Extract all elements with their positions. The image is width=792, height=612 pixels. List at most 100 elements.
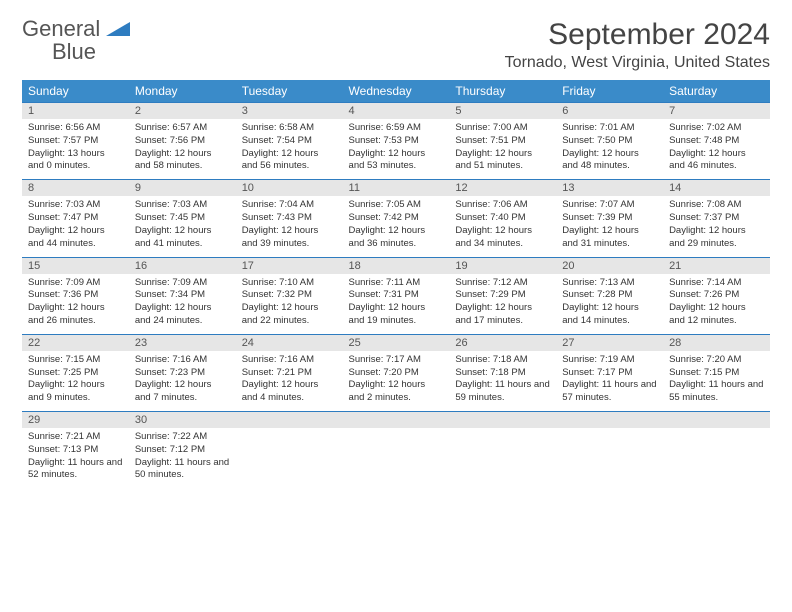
calendar-cell: 2Sunrise: 6:57 AMSunset: 7:56 PMDaylight… bbox=[129, 103, 236, 180]
calendar-cell: 16Sunrise: 7:09 AMSunset: 7:34 PMDayligh… bbox=[129, 257, 236, 334]
calendar-cell: 9Sunrise: 7:03 AMSunset: 7:45 PMDaylight… bbox=[129, 180, 236, 257]
day-number-empty bbox=[663, 412, 770, 428]
sunrise-text: Sunrise: 7:09 AM bbox=[28, 277, 123, 290]
day-header: Thursday bbox=[449, 80, 556, 103]
day-body: Sunrise: 6:57 AMSunset: 7:56 PMDaylight:… bbox=[129, 119, 236, 179]
calendar-body: 1Sunrise: 6:56 AMSunset: 7:57 PMDaylight… bbox=[22, 103, 770, 489]
daylight-text: Daylight: 11 hours and 50 minutes. bbox=[135, 457, 230, 483]
day-number: 6 bbox=[556, 103, 663, 119]
sunset-text: Sunset: 7:20 PM bbox=[349, 367, 444, 380]
day-number: 27 bbox=[556, 335, 663, 351]
daylight-text: Daylight: 12 hours and 9 minutes. bbox=[28, 379, 123, 405]
daylight-text: Daylight: 11 hours and 57 minutes. bbox=[562, 379, 657, 405]
sunrise-text: Sunrise: 7:03 AM bbox=[135, 199, 230, 212]
daylight-text: Daylight: 12 hours and 12 minutes. bbox=[669, 302, 764, 328]
sunrise-text: Sunrise: 7:21 AM bbox=[28, 431, 123, 444]
day-header: Wednesday bbox=[343, 80, 450, 103]
day-number: 5 bbox=[449, 103, 556, 119]
sunset-text: Sunset: 7:25 PM bbox=[28, 367, 123, 380]
sunset-text: Sunset: 7:31 PM bbox=[349, 289, 444, 302]
sunset-text: Sunset: 7:53 PM bbox=[349, 135, 444, 148]
calendar-cell bbox=[449, 412, 556, 489]
day-body: Sunrise: 7:15 AMSunset: 7:25 PMDaylight:… bbox=[22, 351, 129, 411]
daylight-text: Daylight: 12 hours and 22 minutes. bbox=[242, 302, 337, 328]
day-body: Sunrise: 7:07 AMSunset: 7:39 PMDaylight:… bbox=[556, 196, 663, 256]
sunrise-text: Sunrise: 7:04 AM bbox=[242, 199, 337, 212]
logo-text-2: Blue bbox=[52, 39, 96, 64]
sunset-text: Sunset: 7:32 PM bbox=[242, 289, 337, 302]
day-body-empty bbox=[663, 428, 770, 486]
daylight-text: Daylight: 12 hours and 58 minutes. bbox=[135, 148, 230, 174]
sunset-text: Sunset: 7:29 PM bbox=[455, 289, 550, 302]
daylight-text: Daylight: 12 hours and 19 minutes. bbox=[349, 302, 444, 328]
day-number: 24 bbox=[236, 335, 343, 351]
sunrise-text: Sunrise: 6:56 AM bbox=[28, 122, 123, 135]
day-number: 10 bbox=[236, 180, 343, 196]
daylight-text: Daylight: 11 hours and 52 minutes. bbox=[28, 457, 123, 483]
day-number: 2 bbox=[129, 103, 236, 119]
calendar-cell: 27Sunrise: 7:19 AMSunset: 7:17 PMDayligh… bbox=[556, 334, 663, 411]
day-body: Sunrise: 7:01 AMSunset: 7:50 PMDaylight:… bbox=[556, 119, 663, 179]
sunrise-text: Sunrise: 7:11 AM bbox=[349, 277, 444, 290]
day-number-empty bbox=[343, 412, 450, 428]
day-body: Sunrise: 6:56 AMSunset: 7:57 PMDaylight:… bbox=[22, 119, 129, 179]
day-number: 30 bbox=[129, 412, 236, 428]
daylight-text: Daylight: 12 hours and 39 minutes. bbox=[242, 225, 337, 251]
day-body: Sunrise: 6:58 AMSunset: 7:54 PMDaylight:… bbox=[236, 119, 343, 179]
sunset-text: Sunset: 7:28 PM bbox=[562, 289, 657, 302]
sunrise-text: Sunrise: 7:18 AM bbox=[455, 354, 550, 367]
calendar-cell: 3Sunrise: 6:58 AMSunset: 7:54 PMDaylight… bbox=[236, 103, 343, 180]
sunset-text: Sunset: 7:42 PM bbox=[349, 212, 444, 225]
sunrise-text: Sunrise: 7:13 AM bbox=[562, 277, 657, 290]
calendar-cell: 7Sunrise: 7:02 AMSunset: 7:48 PMDaylight… bbox=[663, 103, 770, 180]
sunrise-text: Sunrise: 7:03 AM bbox=[28, 199, 123, 212]
day-number: 13 bbox=[556, 180, 663, 196]
day-body-empty bbox=[236, 428, 343, 486]
day-body: Sunrise: 7:18 AMSunset: 7:18 PMDaylight:… bbox=[449, 351, 556, 411]
daylight-text: Daylight: 12 hours and 14 minutes. bbox=[562, 302, 657, 328]
day-number: 3 bbox=[236, 103, 343, 119]
day-number: 9 bbox=[129, 180, 236, 196]
day-number: 15 bbox=[22, 258, 129, 274]
sunrise-text: Sunrise: 7:17 AM bbox=[349, 354, 444, 367]
day-number: 12 bbox=[449, 180, 556, 196]
day-number: 14 bbox=[663, 180, 770, 196]
daylight-text: Daylight: 12 hours and 36 minutes. bbox=[349, 225, 444, 251]
sunset-text: Sunset: 7:18 PM bbox=[455, 367, 550, 380]
sunrise-text: Sunrise: 7:08 AM bbox=[669, 199, 764, 212]
day-number: 16 bbox=[129, 258, 236, 274]
daylight-text: Daylight: 12 hours and 17 minutes. bbox=[455, 302, 550, 328]
calendar-cell bbox=[556, 412, 663, 489]
sunrise-text: Sunrise: 7:16 AM bbox=[135, 354, 230, 367]
sunrise-text: Sunrise: 7:16 AM bbox=[242, 354, 337, 367]
sunrise-text: Sunrise: 7:15 AM bbox=[28, 354, 123, 367]
day-body: Sunrise: 7:02 AMSunset: 7:48 PMDaylight:… bbox=[663, 119, 770, 179]
day-number: 8 bbox=[22, 180, 129, 196]
day-body: Sunrise: 7:21 AMSunset: 7:13 PMDaylight:… bbox=[22, 428, 129, 488]
daylight-text: Daylight: 12 hours and 31 minutes. bbox=[562, 225, 657, 251]
sunset-text: Sunset: 7:57 PM bbox=[28, 135, 123, 148]
day-body: Sunrise: 7:16 AMSunset: 7:23 PMDaylight:… bbox=[129, 351, 236, 411]
calendar-cell: 23Sunrise: 7:16 AMSunset: 7:23 PMDayligh… bbox=[129, 334, 236, 411]
logo-text-1: General bbox=[22, 16, 100, 41]
daylight-text: Daylight: 12 hours and 46 minutes. bbox=[669, 148, 764, 174]
calendar-cell: 10Sunrise: 7:04 AMSunset: 7:43 PMDayligh… bbox=[236, 180, 343, 257]
sunset-text: Sunset: 7:37 PM bbox=[669, 212, 764, 225]
day-body: Sunrise: 7:03 AMSunset: 7:47 PMDaylight:… bbox=[22, 196, 129, 256]
calendar-cell bbox=[236, 412, 343, 489]
calendar-table: SundayMondayTuesdayWednesdayThursdayFrid… bbox=[22, 80, 770, 488]
daylight-text: Daylight: 12 hours and 51 minutes. bbox=[455, 148, 550, 174]
day-number-empty bbox=[556, 412, 663, 428]
calendar-cell: 19Sunrise: 7:12 AMSunset: 7:29 PMDayligh… bbox=[449, 257, 556, 334]
calendar-head: SundayMondayTuesdayWednesdayThursdayFrid… bbox=[22, 80, 770, 103]
day-body: Sunrise: 7:13 AMSunset: 7:28 PMDaylight:… bbox=[556, 274, 663, 334]
sunset-text: Sunset: 7:12 PM bbox=[135, 444, 230, 457]
daylight-text: Daylight: 12 hours and 34 minutes. bbox=[455, 225, 550, 251]
day-number: 17 bbox=[236, 258, 343, 274]
sunrise-text: Sunrise: 6:57 AM bbox=[135, 122, 230, 135]
day-body: Sunrise: 7:05 AMSunset: 7:42 PMDaylight:… bbox=[343, 196, 450, 256]
calendar-cell: 14Sunrise: 7:08 AMSunset: 7:37 PMDayligh… bbox=[663, 180, 770, 257]
day-number: 20 bbox=[556, 258, 663, 274]
sunset-text: Sunset: 7:15 PM bbox=[669, 367, 764, 380]
day-header: Monday bbox=[129, 80, 236, 103]
